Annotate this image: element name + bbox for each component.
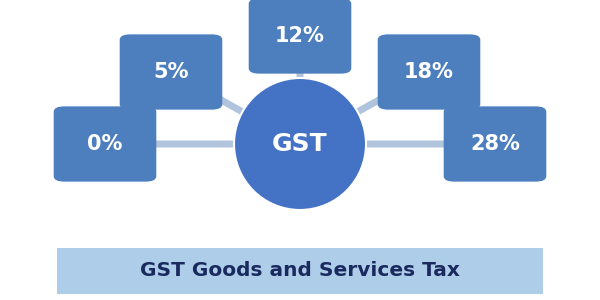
FancyBboxPatch shape <box>378 34 481 110</box>
Text: GST Goods and Services Tax: GST Goods and Services Tax <box>140 261 460 280</box>
Ellipse shape <box>234 78 366 210</box>
Text: 5%: 5% <box>153 62 189 82</box>
FancyBboxPatch shape <box>119 34 223 110</box>
Text: 28%: 28% <box>470 134 520 154</box>
FancyBboxPatch shape <box>57 248 543 294</box>
FancyBboxPatch shape <box>249 0 352 74</box>
Text: 18%: 18% <box>404 62 454 82</box>
Text: 0%: 0% <box>88 134 122 154</box>
FancyBboxPatch shape <box>53 106 156 182</box>
Text: GST: GST <box>272 132 328 156</box>
Text: 12%: 12% <box>275 26 325 46</box>
FancyBboxPatch shape <box>444 106 546 182</box>
